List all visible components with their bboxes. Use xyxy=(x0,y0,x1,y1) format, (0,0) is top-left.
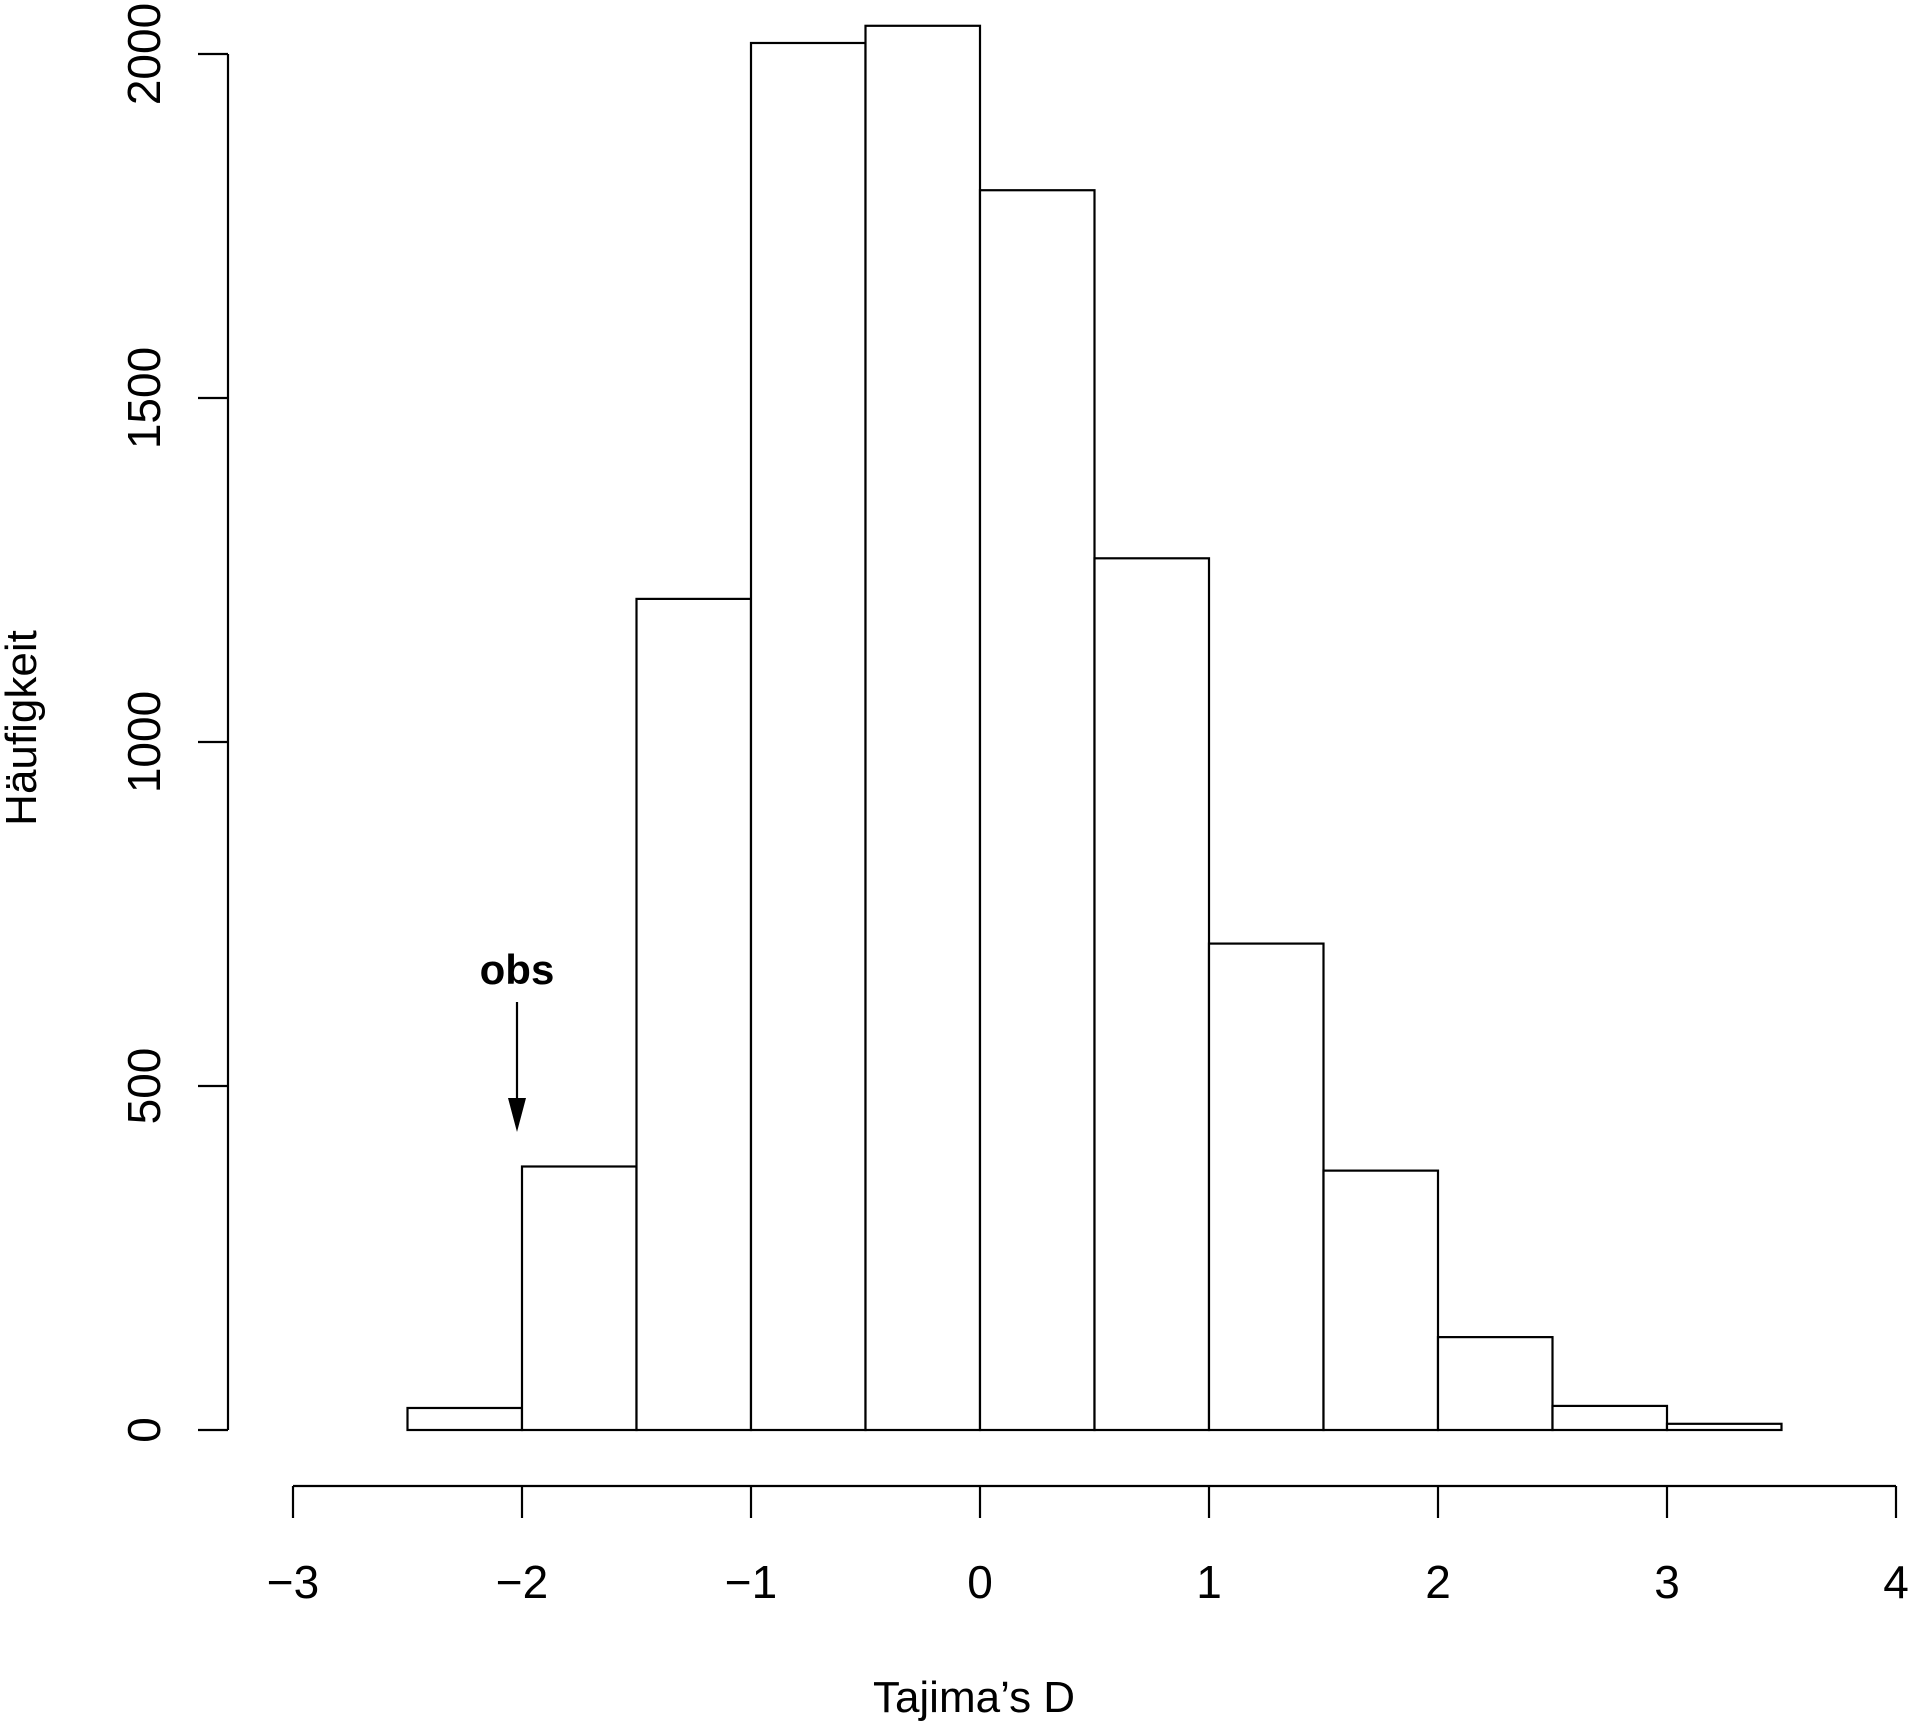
y-tick-label: 1000 xyxy=(118,691,170,793)
obs-label: obs xyxy=(480,946,555,993)
x-tick-label: 0 xyxy=(967,1556,993,1608)
x-tick-label: −2 xyxy=(496,1556,548,1608)
obs-annotation: obs xyxy=(480,946,555,1132)
histogram-bar xyxy=(635,597,753,1432)
histogram-bar xyxy=(1551,1404,1669,1432)
histogram-bar xyxy=(520,1165,638,1432)
x-axis-title: Tajima’s D xyxy=(873,1673,1075,1722)
y-tick-label: 2000 xyxy=(118,3,170,105)
histogram-bar xyxy=(1322,1169,1440,1432)
histogram-bar xyxy=(978,189,1096,1432)
histogram-bars xyxy=(406,24,1783,1432)
histogram-bar xyxy=(1436,1336,1554,1432)
histogram-bar xyxy=(406,1406,524,1432)
y-tick-label: 1500 xyxy=(118,347,170,449)
y-axis: 0 500 1000 1500 2000 xyxy=(118,3,230,1443)
histogram-bar xyxy=(1665,1422,1783,1432)
x-tick-label: −1 xyxy=(725,1556,777,1608)
x-axis: −3 −2 −1 0 1 2 3 4 xyxy=(267,1484,1908,1608)
y-tick-label: 0 xyxy=(118,1417,170,1443)
obs-arrow-head xyxy=(508,1098,526,1132)
histogram-bar xyxy=(1207,942,1325,1432)
x-tick-label: −3 xyxy=(267,1556,319,1608)
histogram-bar xyxy=(864,24,982,1432)
x-tick-label: 2 xyxy=(1425,1556,1451,1608)
x-tick-label: 4 xyxy=(1883,1556,1908,1608)
x-tick-label: 1 xyxy=(1196,1556,1222,1608)
y-tick-label: 500 xyxy=(118,1048,170,1125)
y-axis-title: Häufigkeit xyxy=(0,630,46,826)
histogram-bar xyxy=(749,41,867,1432)
histogram-bar xyxy=(1093,557,1211,1432)
x-tick-label: 3 xyxy=(1654,1556,1680,1608)
